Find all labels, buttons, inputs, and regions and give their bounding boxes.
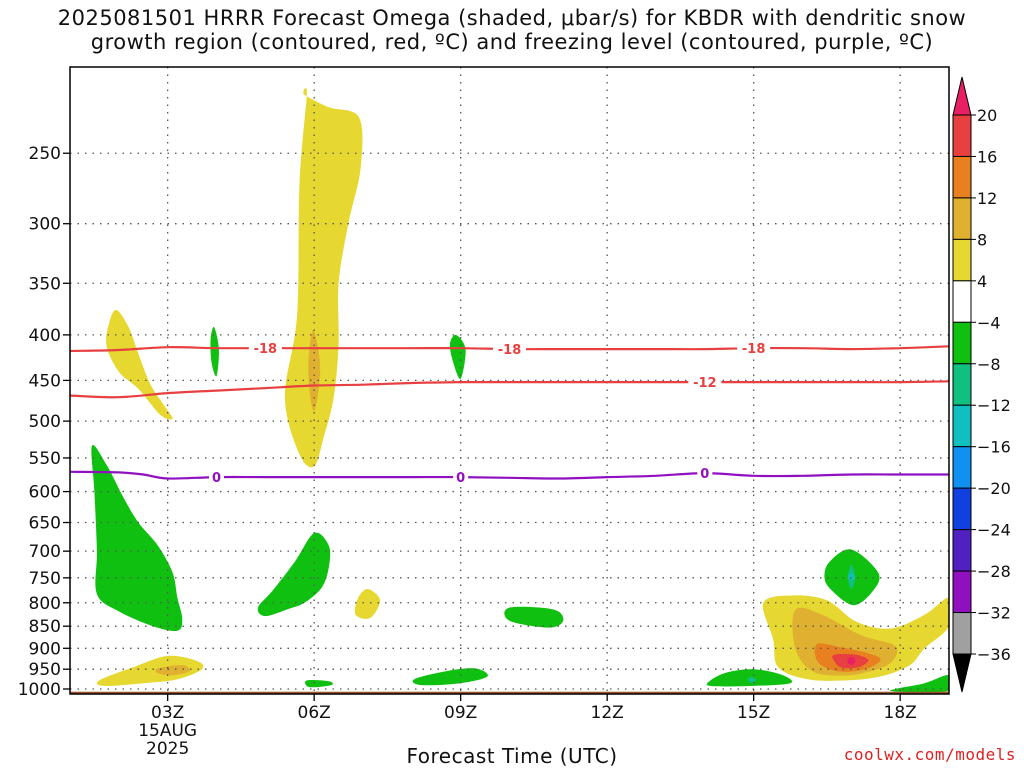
colorbar-label-5: −4 — [977, 313, 1001, 332]
omega-region-dn-0415 — [210, 326, 219, 377]
ground-surface — [70, 691, 949, 694]
contour-label-bg--18 — [248, 341, 282, 356]
omega-region-up-8-03z-low — [155, 665, 191, 676]
contour-line-0 — [70, 470, 949, 480]
x-tick-label-06Z: 06Z — [298, 703, 331, 723]
x-tick-sublabel-2025: 2025 — [146, 739, 189, 759]
omega-core-min — [848, 573, 855, 580]
omega-region-dn-0630-sfc — [305, 679, 333, 688]
colorbar-bottom-arrow — [952, 653, 972, 693]
y-tick-label-500: 500 — [29, 412, 61, 432]
y-tick-label-300: 300 — [29, 215, 61, 235]
omega-region-dn-1830-sfc — [890, 675, 949, 693]
y-tick-label-350: 350 — [29, 274, 61, 294]
chart-title-line-1: 2025081501 HRRR Forecast Omega (shaded, … — [57, 6, 967, 30]
contour-label--18: -18 — [498, 343, 522, 358]
contour-label-bg-0 — [209, 470, 224, 485]
contour-label--18: -18 — [254, 342, 278, 357]
omega-region-up-4-06z — [284, 87, 363, 468]
colorbar-label-13: −36 — [977, 645, 1011, 664]
omega-region-dn-0900 — [449, 334, 466, 379]
x-tick-label-03Z: 03Z — [151, 703, 184, 723]
omega-core-max — [847, 656, 856, 665]
colorbar-box-1 — [952, 155, 972, 199]
colorbar-label-4: 4 — [977, 272, 987, 291]
y-tick-label-650: 650 — [29, 514, 61, 534]
omega-region-dn-early-big — [91, 445, 183, 632]
temperature-contours — [70, 345, 949, 480]
y-tick-label-1000: 1000 — [18, 680, 61, 700]
colorbar-top-arrow — [952, 76, 972, 116]
colorbar-box-4 — [952, 280, 972, 323]
colorbar-box-5 — [952, 321, 972, 365]
colorbar-box-11 — [952, 570, 972, 614]
omega-region-dn-06z-low — [257, 532, 331, 617]
chart-title: 2025081501 HRRR Forecast Omega (shaded, … — [0, 6, 1024, 54]
colorbar-label-0: 20 — [977, 106, 997, 125]
colorbar-box-9 — [952, 487, 972, 531]
omega-region-up-4-early — [106, 309, 173, 420]
x-tick-label-18Z: 18Z — [884, 703, 917, 723]
watermark-text: coolwx.com/models — [843, 745, 1016, 764]
colorbar-label-8: −16 — [977, 438, 1011, 457]
y-tick-label-600: 600 — [29, 483, 61, 503]
y-tick-label-850: 850 — [29, 617, 61, 637]
x-tick-label-09Z: 09Z — [444, 703, 477, 723]
omega-region-dn-1030 — [504, 606, 564, 628]
omega-region-up-4-03z-low — [96, 655, 204, 686]
colorbar-box-7 — [952, 404, 972, 448]
x-tick-label-12Z: 12Z — [591, 703, 624, 723]
colorbar-box-3 — [952, 238, 972, 282]
omega-region-dn-0900-sfc — [412, 668, 488, 686]
colorbar-label-9: −20 — [977, 479, 1011, 498]
colorbar-label-11: −28 — [977, 562, 1011, 581]
omega-region-up-4-0730 — [354, 588, 381, 619]
contour-label-bg--18 — [737, 341, 771, 356]
contour-label--12: -12 — [693, 376, 717, 391]
omega-shading — [91, 87, 949, 693]
contour-label-bg-0 — [697, 466, 713, 481]
colorbar-box-0 — [952, 114, 972, 157]
colorbar-box-10 — [952, 529, 972, 572]
y-tick-label-250: 250 — [29, 144, 61, 164]
y-tick-label-400: 400 — [29, 326, 61, 346]
contour-label-bg--18 — [493, 342, 526, 357]
colorbar-label-10: −24 — [977, 521, 1011, 540]
x-tick-label-15Z: 15Z — [737, 703, 770, 723]
contour-line--12 — [70, 380, 949, 399]
y-tick-label-700: 700 — [29, 542, 61, 562]
colorbar-label-1: 16 — [977, 147, 997, 166]
omega-region-up-8-06z — [308, 330, 321, 411]
contour-label--18: -18 — [742, 342, 766, 357]
contour-labels: -18 -18 -18 -12 0 0 0 — [209, 341, 771, 486]
contour-label-bg-0 — [453, 470, 469, 485]
colorbar-label-7: −12 — [977, 396, 1011, 415]
x-tick-sublabel-15AUG: 15AUG — [138, 721, 197, 741]
colorbar: 20 16 12 8 4 −4 −8 −12 −16 −20 −24 −28 −32 −36 — [952, 76, 1011, 693]
colorbar-box-2 — [952, 197, 972, 240]
y-tick-label-800: 800 — [29, 594, 61, 614]
y-tick-label-750: 750 — [29, 569, 61, 589]
colorbar-box-8 — [952, 446, 972, 489]
chart-title-line-2: growth region (contoured, red, ºC) and f… — [90, 30, 934, 54]
colorbar-box-12 — [952, 612, 972, 655]
y-tick-label-950: 950 — [29, 660, 61, 680]
y-axis-pressure: 2503003504004505005506006507007508008509… — [18, 144, 70, 700]
colorbar-label-2: 12 — [977, 189, 997, 208]
omega-region-dn-15z-core — [747, 677, 757, 684]
colorbar-label-6: −8 — [977, 355, 1001, 374]
colorbar-label-12: −32 — [977, 604, 1011, 623]
contour-label-0: 0 — [700, 467, 709, 482]
colorbar-box-6 — [952, 363, 972, 406]
y-tick-label-900: 900 — [29, 639, 61, 659]
colorbar-label-3: 8 — [977, 230, 987, 249]
contour-label-0: 0 — [456, 471, 465, 486]
contour-label-0: 0 — [212, 471, 221, 486]
y-tick-label-550: 550 — [29, 449, 61, 469]
contour-label-bg--12 — [688, 375, 722, 390]
y-tick-label-450: 450 — [29, 371, 61, 391]
x-axis-label: Forecast Time (UTC) — [406, 744, 618, 768]
